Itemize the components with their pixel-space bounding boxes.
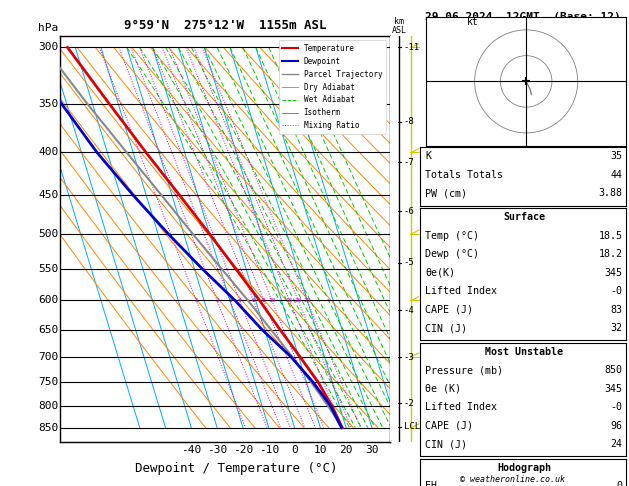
- Text: CIN (J): CIN (J): [425, 323, 467, 333]
- Legend: Temperature, Dewpoint, Parcel Trajectory, Dry Adiabat, Wet Adiabat, Isotherm, Mi: Temperature, Dewpoint, Parcel Trajectory…: [279, 40, 386, 134]
- Text: 44: 44: [611, 170, 623, 180]
- Text: -0: -0: [611, 286, 623, 296]
- Text: 1: 1: [194, 298, 198, 303]
- Text: Hodograph: Hodograph: [497, 463, 551, 473]
- Text: Dewpoint / Temperature (°C): Dewpoint / Temperature (°C): [135, 462, 338, 475]
- Text: 0: 0: [616, 482, 623, 486]
- Text: CAPE (J): CAPE (J): [425, 421, 473, 431]
- Text: Most Unstable: Most Unstable: [485, 347, 563, 357]
- Text: 650: 650: [38, 325, 58, 335]
- Text: -10: -10: [259, 445, 279, 455]
- Text: hPa: hPa: [38, 23, 58, 33]
- Text: 83: 83: [611, 305, 623, 314]
- Text: 700: 700: [38, 352, 58, 362]
- Text: 300: 300: [38, 42, 58, 52]
- Text: 500: 500: [38, 229, 58, 239]
- Text: 0: 0: [291, 445, 298, 455]
- Text: 25: 25: [303, 298, 311, 303]
- Text: 750: 750: [38, 377, 58, 387]
- Text: Surface: Surface: [503, 212, 545, 222]
- Text: 20: 20: [294, 298, 302, 303]
- Text: θe (K): θe (K): [425, 384, 461, 394]
- Text: 400: 400: [38, 147, 58, 157]
- Text: -6: -6: [404, 207, 415, 216]
- Text: θe(K): θe(K): [425, 268, 455, 278]
- Text: CIN (J): CIN (J): [425, 439, 467, 449]
- Text: kt: kt: [467, 17, 479, 27]
- Text: -2: -2: [404, 399, 415, 408]
- Text: 29.06.2024  12GMT  (Base: 12): 29.06.2024 12GMT (Base: 12): [425, 12, 621, 22]
- Text: 345: 345: [604, 384, 623, 394]
- Text: 6: 6: [252, 298, 255, 303]
- Text: 18.5: 18.5: [599, 231, 623, 241]
- Text: Totals Totals: Totals Totals: [425, 170, 503, 180]
- Text: Temp (°C): Temp (°C): [425, 231, 479, 241]
- Text: © weatheronline.co.uk: © weatheronline.co.uk: [460, 474, 565, 484]
- Text: 850: 850: [604, 365, 623, 375]
- Text: 3.88: 3.88: [599, 189, 623, 198]
- Text: -20: -20: [233, 445, 253, 455]
- Text: -3: -3: [404, 353, 415, 362]
- Text: -4: -4: [404, 306, 415, 314]
- Text: 9°59'N  275°12'W  1155m ASL: 9°59'N 275°12'W 1155m ASL: [124, 18, 326, 32]
- Text: 32: 32: [611, 323, 623, 333]
- Text: 800: 800: [38, 400, 58, 411]
- Text: 600: 600: [38, 295, 58, 306]
- Text: Lifted Index: Lifted Index: [425, 402, 497, 412]
- Text: km
ASL: km ASL: [391, 17, 406, 35]
- Text: 24: 24: [611, 439, 623, 449]
- Text: -7: -7: [404, 158, 415, 167]
- Text: CAPE (J): CAPE (J): [425, 305, 473, 314]
- Text: 16: 16: [286, 298, 293, 303]
- Text: 10: 10: [314, 445, 327, 455]
- Text: 18.2: 18.2: [599, 249, 623, 259]
- Text: 550: 550: [38, 264, 58, 274]
- Text: 10: 10: [268, 298, 276, 303]
- Text: -11: -11: [404, 43, 420, 52]
- Text: 345: 345: [604, 268, 623, 278]
- Text: 20: 20: [340, 445, 353, 455]
- Text: PW (cm): PW (cm): [425, 189, 467, 198]
- Text: -8: -8: [404, 118, 415, 126]
- Text: 30: 30: [365, 445, 379, 455]
- Text: 35: 35: [611, 152, 623, 161]
- Text: 2: 2: [215, 298, 219, 303]
- Text: 350: 350: [38, 99, 58, 109]
- Text: -0: -0: [611, 402, 623, 412]
- Text: 850: 850: [38, 423, 58, 433]
- Text: K: K: [425, 152, 431, 161]
- Text: Pressure (mb): Pressure (mb): [425, 365, 503, 375]
- Text: 3: 3: [228, 298, 232, 303]
- Text: Mixing Ratio (g/kg): Mixing Ratio (g/kg): [419, 187, 428, 289]
- Text: Lifted Index: Lifted Index: [425, 286, 497, 296]
- Text: EH: EH: [425, 482, 437, 486]
- Text: 450: 450: [38, 191, 58, 200]
- Text: 4: 4: [238, 298, 242, 303]
- Text: -5: -5: [404, 258, 415, 267]
- Text: -40: -40: [181, 445, 201, 455]
- Text: Dewp (°C): Dewp (°C): [425, 249, 479, 259]
- Text: -30: -30: [207, 445, 227, 455]
- Text: 8: 8: [262, 298, 265, 303]
- Text: LCL: LCL: [404, 422, 420, 431]
- Text: 96: 96: [611, 421, 623, 431]
